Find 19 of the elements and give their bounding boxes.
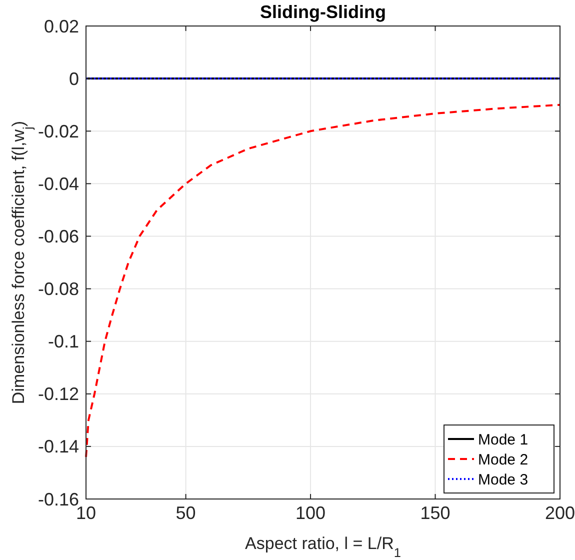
- y-tick-label: -0.06: [38, 226, 79, 247]
- chart-title: Sliding-Sliding: [260, 2, 386, 22]
- y-tick-label: -0.16: [38, 489, 79, 510]
- legend-label: Mode 3: [478, 471, 528, 488]
- y-tick-label: -0.12: [38, 384, 79, 404]
- y-tick-label: 0.02: [44, 16, 79, 36]
- y-tick-label: -0.02: [38, 121, 79, 142]
- y-tick-label: -0.04: [38, 174, 79, 194]
- x-tick-label: 200: [544, 503, 575, 523]
- x-axis-title: Aspect ratio, l = L/R$_{1}$: [245, 534, 401, 560]
- x-tick-label: 100: [296, 503, 326, 523]
- y-tick-label: -0.1: [48, 332, 79, 352]
- y-tick-label: -0.08: [38, 279, 79, 300]
- y-tick-label: 0: [68, 68, 79, 89]
- legend-label: Mode 1: [478, 431, 528, 448]
- legend-label: Mode 2: [478, 451, 528, 468]
- y-tick-label: -0.14: [38, 436, 79, 457]
- x-tick-label: 150: [420, 503, 450, 523]
- x-tick-label: 50: [176, 503, 196, 523]
